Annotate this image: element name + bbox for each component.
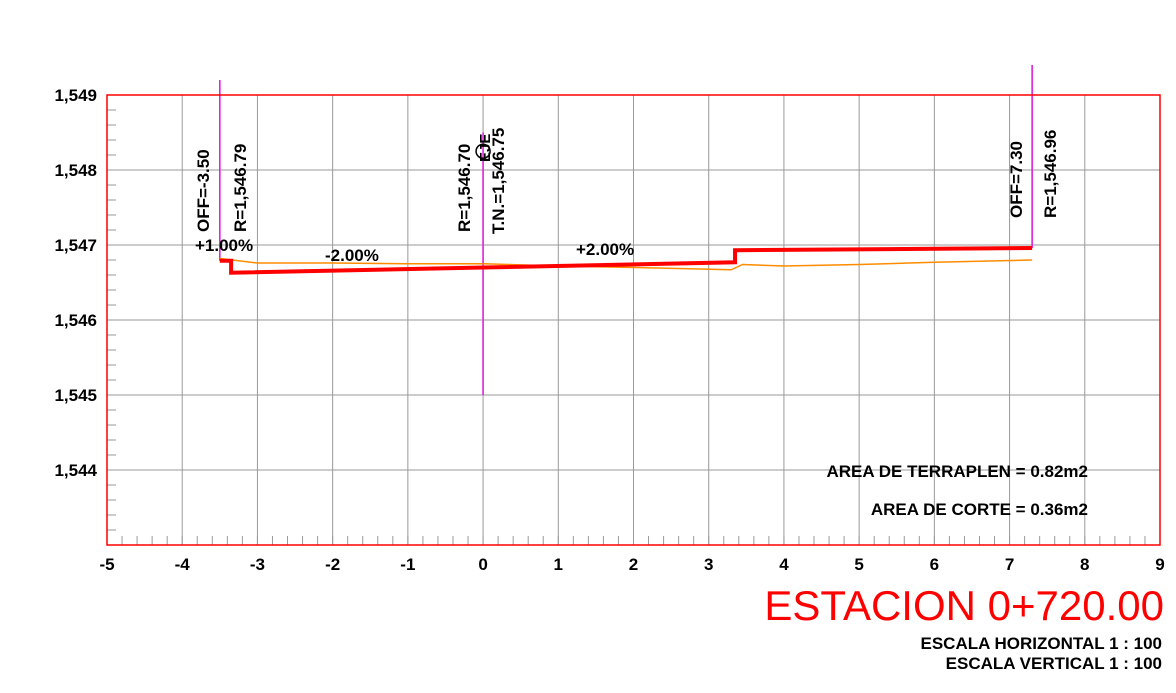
y-axis-labels: 1,549 1,548 1,547 1,546 1,545 1,544 xyxy=(54,86,97,480)
right-elevation-label: R=1,546.96 xyxy=(1041,130,1060,218)
plot-frame xyxy=(106,94,1161,546)
y-tick-label: 1,546 xyxy=(54,311,97,330)
center-elevation-label: R=1,546.70 xyxy=(455,144,474,232)
design-line xyxy=(219,246,1033,275)
right-offset-label: OFF=7.30 xyxy=(1007,141,1026,218)
x-tick-label: 5 xyxy=(854,555,863,574)
y-tick-label: 1,549 xyxy=(54,86,97,105)
left-slope-label: -2.00% xyxy=(325,246,379,265)
axis-ticks xyxy=(106,94,1161,546)
terrain-line xyxy=(219,257,1033,271)
left-offset-label: OFF=-3.50 xyxy=(194,149,213,232)
y-tick-label: 1,545 xyxy=(54,386,97,405)
axis-circle-icon xyxy=(475,143,491,159)
cut-area-label: AREA DE CORTE = 0.36m2 xyxy=(871,500,1088,519)
station-title: ESTACION 0+720.00 xyxy=(764,582,1164,629)
x-tick-label: -4 xyxy=(175,555,191,574)
y-tick-label: 1,547 xyxy=(54,236,97,255)
shoulder-slope-label: +1.00% xyxy=(195,236,253,255)
x-tick-label: 1 xyxy=(554,555,563,574)
horizontal-scale-label: ESCALA HORIZONTAL 1 : 100 xyxy=(920,634,1163,653)
profile-lines xyxy=(219,246,1033,275)
x-tick-label: -1 xyxy=(400,555,415,574)
y-tick-label: 1,548 xyxy=(54,161,97,180)
x-tick-label: -3 xyxy=(250,555,265,574)
x-tick-label: 2 xyxy=(629,555,638,574)
center-axis-mark: EJE xyxy=(477,134,494,162)
x-tick-label: 7 xyxy=(1005,555,1014,574)
x-tick-label: -2 xyxy=(325,555,340,574)
x-tick-label: 3 xyxy=(704,555,713,574)
y-tick-label: 1,544 xyxy=(54,461,97,480)
x-tick-label: 9 xyxy=(1155,555,1164,574)
left-elevation-label: R=1,546.79 xyxy=(231,144,250,232)
x-tick-label: 8 xyxy=(1080,555,1089,574)
x-tick-label: 4 xyxy=(779,555,789,574)
x-tick-label: 0 xyxy=(478,555,487,574)
x-tick-label: -5 xyxy=(99,555,114,574)
x-tick-label: 6 xyxy=(930,555,939,574)
x-axis-labels: -5 -4 -3 -2 -1 0 1 2 3 4 5 6 7 8 9 xyxy=(99,555,1164,574)
vertical-scale-label: ESCALA VERTICAL 1 : 100 xyxy=(945,654,1162,673)
center-terrain-label: T.N.=1,546.75 xyxy=(489,128,508,234)
right-slope-label: +2.00% xyxy=(576,240,634,259)
station-markers xyxy=(219,65,1033,395)
fill-area-label: AREA DE TERRAPLEN = 0.82m2 xyxy=(826,462,1088,481)
